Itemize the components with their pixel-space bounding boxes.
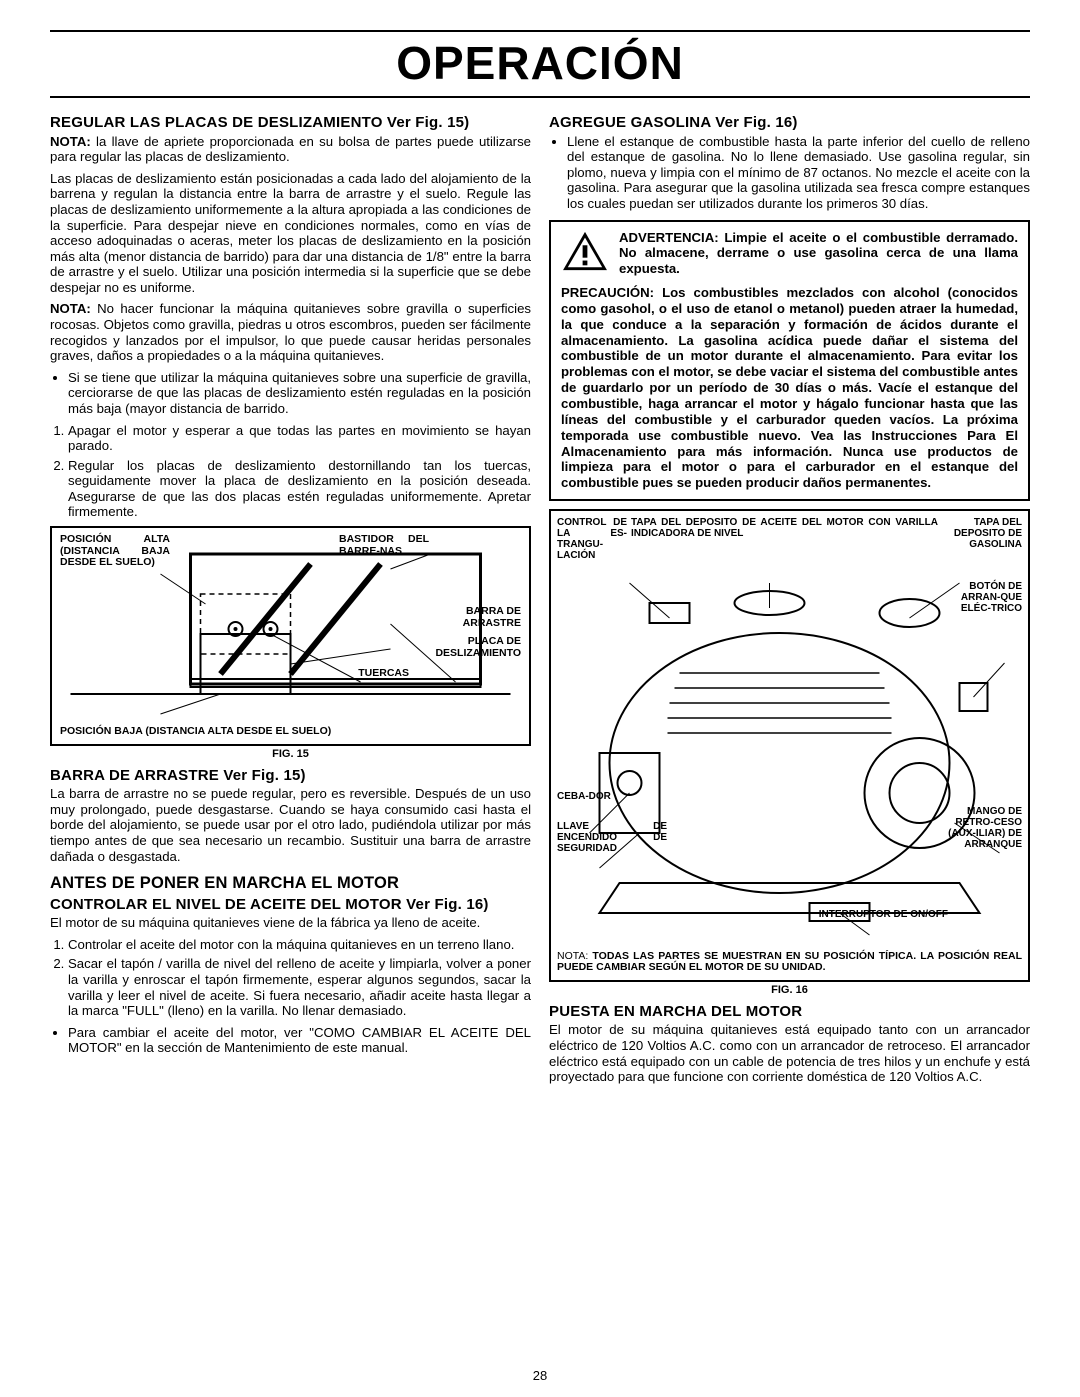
warning-box: ADVERTENCIA: Limpie el aceite o el combu… — [549, 220, 1030, 502]
warning-precaucion-text: PRECAUCIÓN: Los combustibles mezclados c… — [561, 285, 1018, 491]
para-barra-arrastre: La barra de arrastre no se puede regular… — [50, 786, 531, 864]
heading-antes-motor: ANTES DE PONER EN MARCHA EL MOTOR — [50, 874, 531, 893]
step-apagar: Apagar el motor y esperar a que todas la… — [68, 423, 531, 454]
bullet-gravilla: Si se tiene que utilizar la máquina quit… — [68, 370, 531, 417]
fig15-label-tuercas: TUERCAS — [358, 668, 409, 680]
step-regular: Regular los placas de deslizamiento dest… — [68, 458, 531, 520]
fig16-label-mango: MANGO DE RETRO-CESO (AUX-ILIAR) DE ARRAN… — [937, 806, 1022, 850]
para-placas-general: Las placas de deslizamiento están posici… — [50, 171, 531, 296]
nota-1: NOTA: la llave de apriete proporcionada … — [50, 134, 531, 165]
fig15-label-placa: PLACA DE DESLIZAMIENTO — [411, 636, 521, 659]
fig15-label-barra: BARRA DE ARRASTRE — [431, 606, 521, 629]
two-column-layout: REGULAR LAS PLACAS DE DESLIZAMIENTO Ver … — [50, 108, 1030, 1091]
step-sacar-tapon: Sacar el tapón / varilla de nivel del re… — [68, 956, 531, 1018]
heading-barra-arrastre: BARRA DE ARRASTRE Ver Fig. 15) — [50, 767, 531, 785]
fig16-label-llave: LLAVE DE ENCENDIDO DE SEGURIDAD — [557, 821, 667, 854]
nota-2: NOTA: No hacer funcionar la máquina quit… — [50, 301, 531, 363]
heading-puesta-marcha: PUESTA EN MARCHA DEL MOTOR — [549, 1003, 1030, 1021]
warning-row: ADVERTENCIA: Limpie el aceite o el combu… — [561, 230, 1018, 278]
heading-controlar-aceite: CONTROLAR EL NIVEL DE ACEITE DEL MOTOR V… — [50, 896, 531, 914]
para-puesta-marcha: El motor de su máquina quitanieves está … — [549, 1022, 1030, 1084]
page-number: 28 — [0, 1368, 1080, 1383]
warning-triangle-icon — [561, 230, 609, 276]
bullet-cambiar-aceite: Para cambiar el aceite del motor, ver "C… — [68, 1025, 531, 1056]
figure-16-box: CONTROL DE LA ES-TRANGU-LACIÓN TAPA DEL … — [549, 509, 1030, 982]
fig16-label-boton: BOTÓN DE ARRAN-QUE ELÉC-TRICO — [952, 581, 1022, 614]
fig15-caption: FIG. 15 — [50, 748, 531, 761]
heading-agregue-gasolina: AGREGUE GASOLINA Ver Fig. 16) — [549, 114, 1030, 132]
heading-regular-placas: REGULAR LAS PLACAS DE DESLIZAMIENTO Ver … — [50, 114, 531, 132]
bullet-list-gasolina: Llene el estanque de combustible hasta l… — [549, 134, 1030, 212]
fig15-label-bastidor: BASTIDOR DEL BARRE-NAS — [339, 534, 429, 557]
bullet-list-placas: Si se tiene que utilizar la máquina quit… — [50, 370, 531, 417]
left-column: REGULAR LAS PLACAS DE DESLIZAMIENTO Ver … — [50, 108, 531, 1091]
numbered-list-placas: Apagar el motor y esperar a que todas la… — [50, 423, 531, 520]
para-controlar-aceite: El motor de su máquina quitanieves viene… — [50, 915, 531, 931]
numbered-list-aceite: Controlar el aceite del motor con la máq… — [50, 937, 531, 1019]
figure-16-svg — [557, 563, 1022, 943]
fig16-caption: FIG. 16 — [549, 984, 1030, 997]
warning-advertencia-text: ADVERTENCIA: Limpie el aceite o el combu… — [619, 230, 1018, 278]
step-controlar-llano: Controlar el aceite del motor con la máq… — [68, 937, 531, 953]
fig16-label-cebador: CEBA-DOR — [557, 791, 612, 802]
fig15-label-pos-alta: POSICIÓN ALTA (DISTANCIA BAJA DESDE EL S… — [60, 534, 170, 569]
bottom-rule — [50, 96, 1030, 98]
top-rule — [50, 30, 1030, 32]
fig16-label-onoff: INTERRUPTOR DE ON/OFF — [819, 909, 948, 920]
fig15-label-pos-baja: POSICIÓN BAJA (DISTANCIA ALTA DESDE EL S… — [60, 726, 331, 738]
fig16-label-tapa-aceite: TAPA DEL DEPOSITO DE ACEITE DEL MOTOR CO… — [631, 517, 938, 561]
right-column: AGREGUE GASOLINA Ver Fig. 16) Llene el e… — [549, 108, 1030, 1091]
fig16-label-tapa-gas: TAPA DEL DEPOSITO DE GASOLINA — [942, 517, 1022, 561]
fig16-note: NOTA: TODAS LAS PARTES SE MUESTRAN EN SU… — [557, 951, 1022, 974]
bullet-llene-estanque: Llene el estanque de combustible hasta l… — [567, 134, 1030, 212]
figure-15-box: POSICIÓN ALTA (DISTANCIA BAJA DESDE EL S… — [50, 526, 531, 746]
bullet-list-aceite: Para cambiar el aceite del motor, ver "C… — [50, 1025, 531, 1056]
page-title: OPERACIÓN — [50, 36, 1030, 90]
fig16-label-control: CONTROL DE LA ES-TRANGU-LACIÓN — [557, 517, 627, 561]
